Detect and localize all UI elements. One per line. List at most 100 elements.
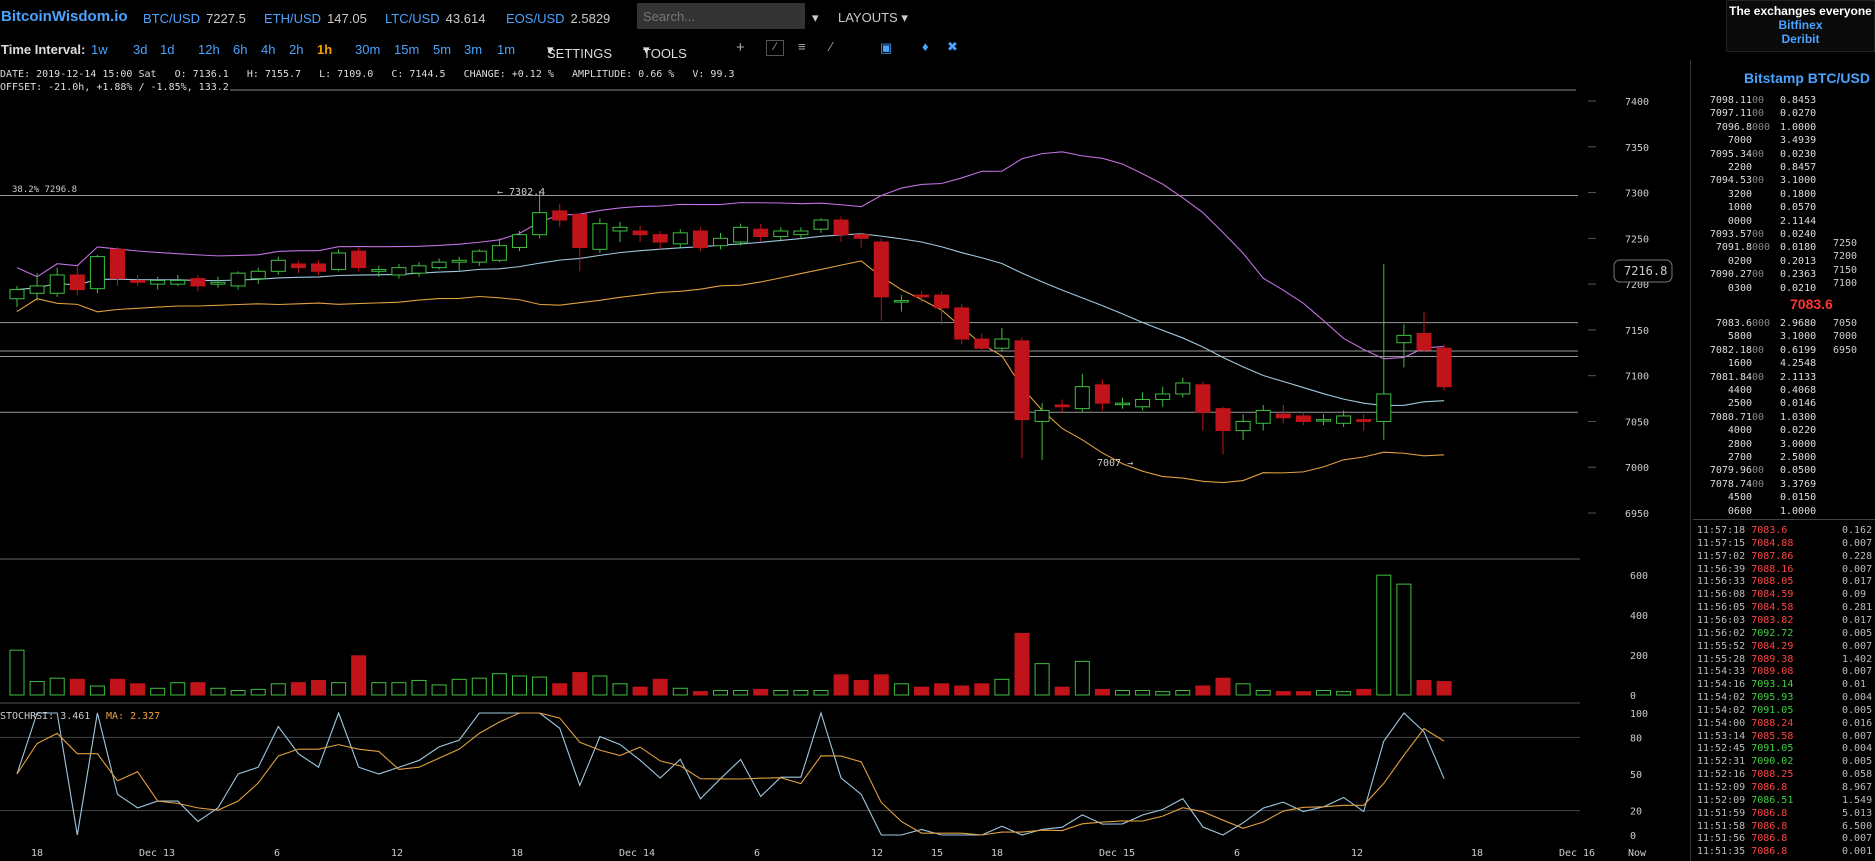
ask-row[interactable]: 7097.1100 0.0270: [1709, 108, 1817, 120]
market-title[interactable]: Bitstamp BTC/USD: [1743, 70, 1870, 86]
interval-30m[interactable]: 30m: [355, 42, 381, 57]
ad-link-deribit[interactable]: Deribit: [1781, 32, 1820, 46]
ticker-ltc[interactable]: LTC/USD 43.614: [385, 11, 486, 26]
volume-bar: [1155, 691, 1171, 696]
interval-15m[interactable]: 15m: [394, 42, 420, 57]
ask-row[interactable]: 7098.1100 0.8453: [1709, 95, 1817, 106]
price-axis-label: 7350: [1625, 143, 1649, 154]
indicator-lines: [16, 151, 1445, 484]
interval-5m[interactable]: 5m: [433, 42, 452, 57]
ask-row[interactable]: 3200 0.1800: [1727, 188, 1817, 200]
interval-1h[interactable]: 1h: [317, 42, 333, 57]
info-line-2: OFFSET: -21.0h, +1.88% / -1.85%, 133.2: [0, 82, 229, 93]
search-dropdown-icon[interactable]: ▾: [812, 10, 819, 25]
volume-bar: [451, 678, 467, 696]
ask-row[interactable]: 7095.3400 0.0230: [1709, 148, 1817, 160]
interval-6h[interactable]: 6h: [233, 42, 248, 57]
volume-bar: [1396, 583, 1412, 696]
bid-row[interactable]: 7078.7400 3.3769: [1709, 478, 1817, 490]
bid-row[interactable]: 4000 0.0220: [1727, 425, 1817, 437]
trade-row: 11:52:45 7091.05 0.004: [1697, 743, 1873, 755]
pen-tool-icon[interactable]: ∕: [830, 39, 833, 54]
trade-row: 11:54:02 7091.05 0.005: [1697, 704, 1873, 716]
layouts-menu[interactable]: LAYOUTS ▾: [838, 10, 908, 25]
bid-row[interactable]: 7081.8400 2.1133: [1709, 371, 1817, 383]
candle-body: [813, 219, 829, 230]
interval-3d[interactable]: 3d: [133, 42, 148, 57]
bid-row[interactable]: 5800 3.1000: [1727, 331, 1817, 343]
candle-body: [672, 232, 688, 245]
interval-3m[interactable]: 3m: [464, 42, 483, 57]
candle-body: [572, 214, 588, 248]
ticker-eos[interactable]: EOS/USD 2.5829: [506, 11, 611, 26]
fib-tool-icon[interactable]: ≡: [798, 39, 806, 54]
search-input[interactable]: [637, 3, 805, 29]
ask-row[interactable]: 7091.8000 0.0180: [1715, 242, 1817, 254]
candle-body: [451, 259, 467, 263]
candle-body: [893, 300, 909, 303]
ticker-btc[interactable]: BTC/USD 7227.5: [143, 11, 246, 26]
ticker-eth[interactable]: ETH/USD 147.05: [264, 11, 367, 26]
trade-row: 11:56:03 7083.82 0.017: [1697, 614, 1873, 626]
bid-row[interactable]: 7083.6000 2.9680: [1715, 318, 1817, 329]
ask-depth-label: 7100: [1833, 278, 1858, 290]
bid-row[interactable]: 4500 0.0150: [1727, 492, 1817, 504]
bid-row[interactable]: 7079.9600 0.0500: [1709, 465, 1817, 477]
price-axis-label: 7050: [1625, 417, 1649, 428]
tools-menu[interactable]: TOOLS ▾: [643, 42, 687, 61]
ask-row[interactable]: 7090.2700 0.2363: [1709, 269, 1817, 281]
volume-bar: [632, 686, 648, 696]
volume-axis-label: 600: [1630, 571, 1648, 582]
volume-bar: [612, 683, 628, 696]
bid-row[interactable]: 2500 0.0146: [1727, 398, 1817, 410]
ask-row[interactable]: 0000 2.1144: [1727, 215, 1817, 227]
interval-2h[interactable]: 2h: [289, 42, 304, 57]
ask-row[interactable]: 7000 3.4939: [1727, 135, 1817, 147]
candle-body: [552, 210, 568, 221]
ask-row[interactable]: 7096.8000 1.0000: [1715, 121, 1817, 133]
ask-row[interactable]: 0200 0.2013: [1727, 255, 1817, 267]
line-tool-icon[interactable]: ∕: [766, 40, 784, 56]
price-chart[interactable]: 7400 7350 7300 7250 7200 7150 7100 7050 7000 6950…: [0, 0, 1690, 861]
time-axis-label: 12: [871, 848, 883, 859]
volume-bar: [411, 679, 427, 696]
alert-bell-icon[interactable]: ♦: [922, 39, 929, 54]
bid-row[interactable]: 0600 1.0000: [1727, 505, 1817, 517]
candle-body: [994, 338, 1010, 349]
bid-row[interactable]: 2700 2.5000: [1727, 452, 1817, 463]
bid-row[interactable]: 1600 4.2548: [1727, 358, 1817, 370]
fib-label: 38.2% 7296.8: [12, 185, 77, 195]
bid-row[interactable]: 2800 3.0000: [1727, 438, 1817, 450]
bid-row[interactable]: 7080.7100 1.0300: [1709, 411, 1817, 423]
bid-row[interactable]: 7082.1800 0.6199: [1709, 344, 1817, 356]
camera-icon[interactable]: ▣: [880, 40, 893, 55]
fullscreen-icon[interactable]: ✖: [947, 39, 958, 54]
volume-bar: [89, 685, 105, 696]
volume-bar: [230, 690, 246, 696]
ask-row[interactable]: 1000 0.0570: [1727, 202, 1817, 214]
interval-4h[interactable]: 4h: [261, 42, 276, 57]
ask-row[interactable]: 7094.5300 3.1000: [1709, 175, 1817, 187]
candle-body: [1235, 420, 1251, 432]
trade-row: 11:53:14 7085.58 0.007: [1697, 730, 1873, 742]
ad-banner[interactable]: The exchanges everyone Bitfinex Deribit: [1726, 0, 1875, 52]
settings-menu[interactable]: SETTINGS ▾: [547, 42, 613, 61]
ad-link-bitfinex[interactable]: Bitfinex: [1778, 18, 1823, 32]
site-logo[interactable]: BitcoinWisdom.io: [1, 8, 128, 25]
interval-1m[interactable]: 1m: [497, 42, 516, 57]
ask-row[interactable]: 7093.5700 0.0240: [1709, 229, 1817, 240]
bid-row[interactable]: 4400 0.4068: [1727, 385, 1817, 396]
volume-bar: [572, 672, 588, 696]
volume-bar: [270, 683, 286, 696]
candle-body: [632, 230, 648, 236]
ask-row[interactable]: 2200 0.8457: [1727, 162, 1817, 173]
interval-12h[interactable]: 12h: [198, 42, 220, 57]
interval-1w[interactable]: 1w: [91, 42, 108, 57]
ask-row[interactable]: 0300 0.0210: [1727, 282, 1817, 294]
trade-row: 11:56:05 7084.58 0.281: [1697, 602, 1873, 614]
crosshair-icon[interactable]: +: [736, 39, 745, 56]
candle-body: [210, 281, 226, 285]
time-axis-label: 15: [931, 848, 943, 859]
trade-row: 11:57:15 7084.88 0.007: [1697, 537, 1873, 549]
interval-1d[interactable]: 1d: [160, 42, 175, 57]
